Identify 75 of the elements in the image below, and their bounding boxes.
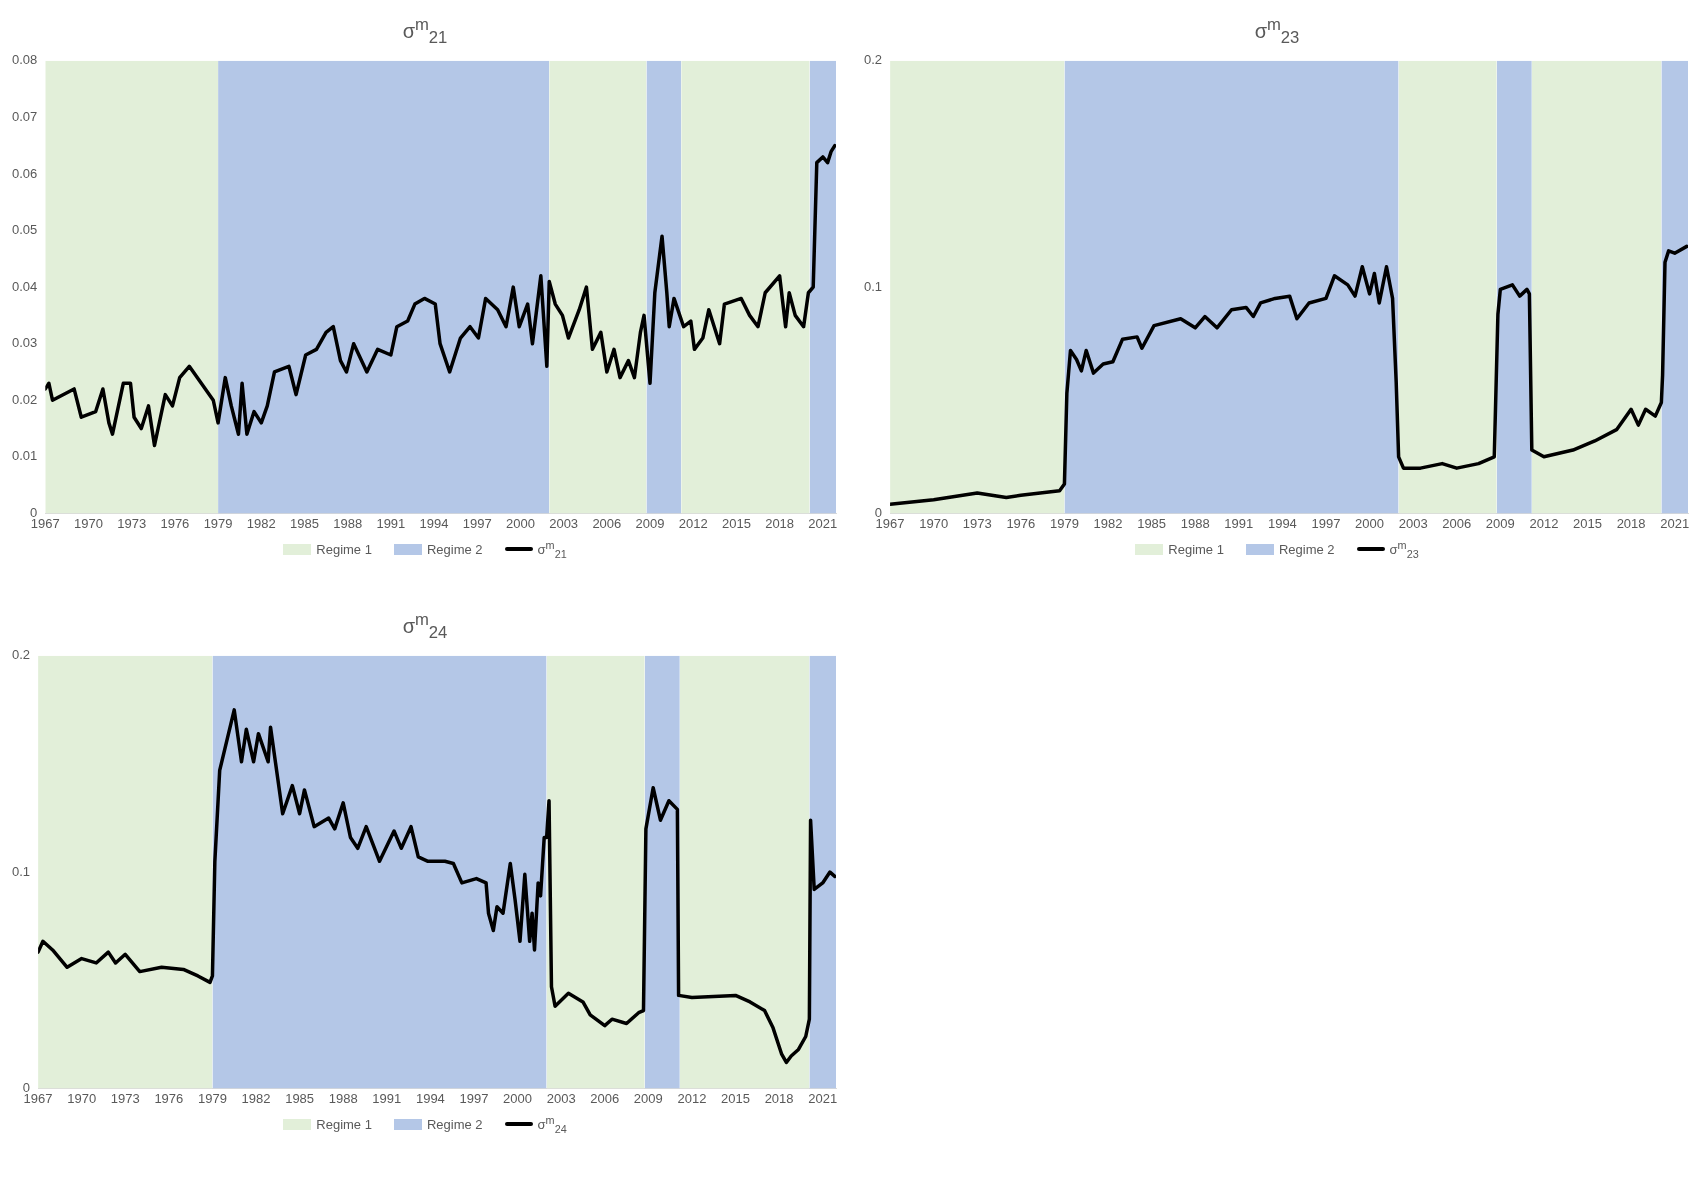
x-tick-label: 2012 bbox=[678, 515, 708, 531]
x-tick-label: 1970 bbox=[919, 515, 949, 531]
x-tick-label: 1988 bbox=[1180, 515, 1210, 531]
x-tick-label: 2015 bbox=[1573, 515, 1602, 531]
x-tick-label: 2009 bbox=[635, 515, 665, 531]
y-tick-label: 0.05 bbox=[11, 222, 38, 238]
y-tick-label: 0.04 bbox=[11, 278, 38, 294]
legend-label: Regime 1 bbox=[316, 1116, 372, 1132]
legend-label: Regime 1 bbox=[1168, 541, 1224, 557]
x-tick-label: 2021 bbox=[808, 1090, 838, 1106]
x-tick-label: 1979 bbox=[1049, 515, 1079, 531]
x-tick-label: 2003 bbox=[1398, 515, 1428, 531]
x-tick-label: 1973 bbox=[117, 515, 147, 531]
x-tick-label: 2012 bbox=[677, 1090, 707, 1106]
x-tick-label: 2018 bbox=[1616, 515, 1646, 531]
x-tick-label: 2012 bbox=[1529, 515, 1559, 531]
x-tick-label: 1970 bbox=[67, 1090, 97, 1106]
x-tick-label: 1982 bbox=[246, 515, 276, 531]
x-tick-label: 2009 bbox=[1485, 515, 1515, 531]
x-tick-label: 1991 bbox=[376, 515, 406, 531]
y-tick-label: 0 bbox=[30, 504, 38, 520]
y-tick-label: 0.2 bbox=[11, 647, 31, 663]
x-tick-label: 2009 bbox=[633, 1090, 663, 1106]
x-tick-label: 2018 bbox=[764, 1090, 794, 1106]
legend-label: Regime 1 bbox=[316, 541, 372, 557]
y-tick-label: 0.01 bbox=[11, 448, 38, 464]
legend-label: Regime 2 bbox=[426, 541, 483, 557]
x-tick-label: 1991 bbox=[1224, 515, 1254, 531]
x-tick-label: 1979 bbox=[203, 515, 233, 531]
y-tick-label: 0.1 bbox=[863, 278, 883, 294]
y-tick-label: 0.2 bbox=[863, 52, 883, 68]
x-tick-label: 1982 bbox=[1093, 515, 1123, 531]
x-tick-label: 2000 bbox=[505, 515, 535, 531]
x-tick-label: 2021 bbox=[1660, 515, 1690, 531]
x-tick-label: 2000 bbox=[1355, 515, 1385, 531]
y-tick-label: 0 bbox=[874, 504, 883, 520]
x-tick-label: 1985 bbox=[285, 1090, 315, 1106]
y-tick-label: 0.1 bbox=[11, 863, 31, 879]
x-tick-label: 1976 bbox=[154, 1090, 184, 1106]
x-tick-label: 1985 bbox=[1137, 515, 1167, 531]
x-tick-label: 1988 bbox=[328, 1090, 358, 1106]
x-tick-label: 2000 bbox=[503, 1090, 533, 1106]
x-tick-label: 1970 bbox=[74, 515, 103, 531]
x-tick-label: 2021 bbox=[808, 515, 838, 531]
y-tick-label: 0.06 bbox=[11, 165, 38, 181]
x-tick-label: 1988 bbox=[333, 515, 363, 531]
x-tick-label: 1997 bbox=[459, 1090, 489, 1106]
x-tick-label: 1976 bbox=[160, 515, 190, 531]
x-tick-label: 2006 bbox=[592, 515, 622, 531]
x-tick-label: 2006 bbox=[1442, 515, 1472, 531]
x-tick-label: 2006 bbox=[590, 1090, 620, 1106]
x-tick-label: 1994 bbox=[415, 1090, 445, 1106]
x-tick-label: 2015 bbox=[721, 515, 751, 531]
x-tick-label: 1994 bbox=[419, 515, 449, 531]
x-tick-label: 1976 bbox=[1006, 515, 1036, 531]
y-tick-label: 0.08 bbox=[11, 52, 38, 68]
x-tick-label: 1991 bbox=[372, 1090, 402, 1106]
legend-label: Regime 2 bbox=[426, 1116, 483, 1132]
x-tick-label: 2018 bbox=[765, 515, 795, 531]
y-tick-label: 0.07 bbox=[11, 108, 38, 124]
x-tick-label: 1997 bbox=[1311, 515, 1341, 531]
x-tick-label: 2003 bbox=[549, 515, 579, 531]
legend-label: Regime 2 bbox=[1278, 541, 1335, 557]
x-tick-label: 1985 bbox=[290, 515, 319, 531]
x-tick-label: 2015 bbox=[721, 1090, 750, 1106]
x-tick-label: 2003 bbox=[546, 1090, 576, 1106]
y-tick-label: 0.03 bbox=[11, 335, 38, 351]
x-tick-label: 1982 bbox=[241, 1090, 271, 1106]
x-tick-label: 1994 bbox=[1267, 515, 1297, 531]
x-tick-label: 1997 bbox=[462, 515, 492, 531]
x-tick-label: 1979 bbox=[197, 1090, 227, 1106]
y-tick-label: 0.02 bbox=[11, 391, 38, 407]
x-tick-label: 1973 bbox=[962, 515, 992, 531]
x-tick-label: 1973 bbox=[110, 1090, 140, 1106]
y-tick-label: 0 bbox=[22, 1079, 31, 1095]
